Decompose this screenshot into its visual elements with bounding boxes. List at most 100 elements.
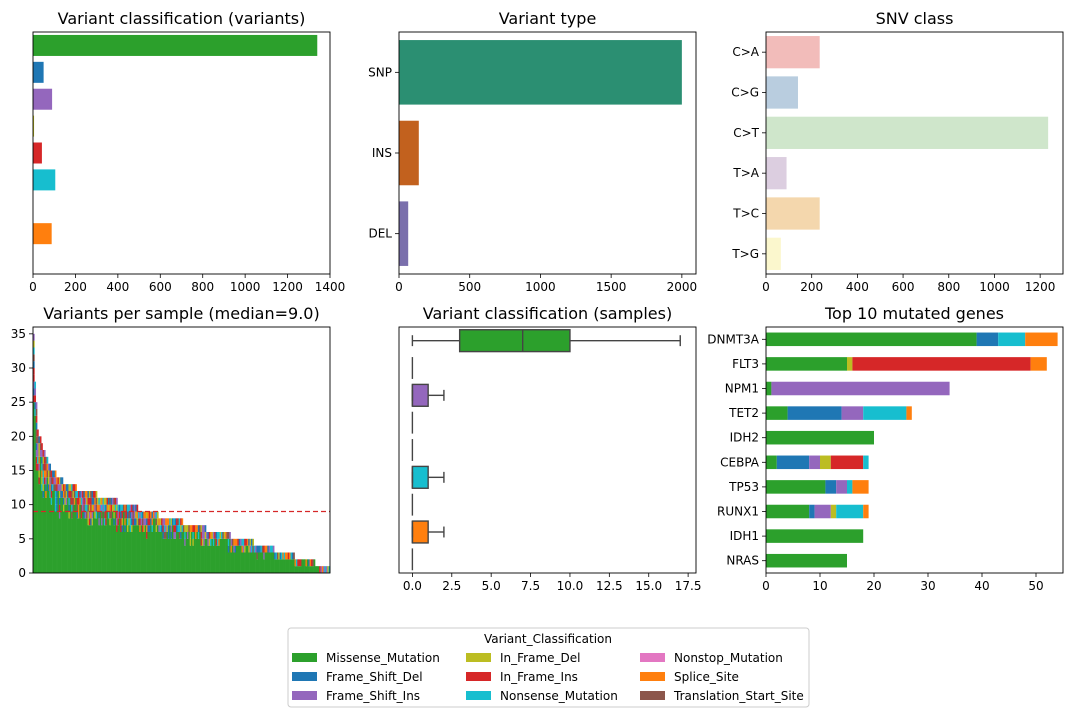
bar: [399, 201, 409, 266]
stack-segment: [72, 491, 75, 498]
stack-segment: [248, 552, 250, 573]
stack-segment: [150, 518, 152, 526]
stack-segment: [116, 504, 118, 512]
x-tick-label: 400: [106, 280, 129, 294]
stack-segment: [265, 552, 268, 573]
stack-segment: [43, 463, 46, 471]
stack-segment: [241, 552, 244, 573]
stack-segment: [184, 532, 186, 539]
stack-segment: [128, 504, 131, 512]
y-tick-label: 15: [11, 464, 26, 478]
bar-segment: [841, 406, 864, 420]
stack-segment: [92, 497, 95, 505]
stack-segment: [293, 552, 295, 560]
stack-segment: [166, 518, 169, 526]
legend-swatch: [640, 672, 665, 681]
stack-segment: [101, 525, 103, 573]
stack-segment: [97, 497, 99, 505]
stack-segment: [56, 497, 58, 505]
stack-segment: [163, 525, 166, 532]
stack-segment: [87, 497, 90, 505]
stack-segment: [211, 538, 214, 573]
stack-segment: [204, 532, 207, 539]
stack-segment: [227, 532, 230, 539]
stack-segment: [83, 497, 86, 505]
stack-segment: [49, 477, 52, 485]
stack-segment: [151, 518, 154, 526]
stack-segment: [185, 532, 188, 573]
stack-segment: [34, 381, 37, 389]
stack-segment: [207, 538, 210, 546]
bar-segment: [766, 357, 847, 371]
stack-segment: [167, 538, 170, 573]
x-tick-label: 15.0: [635, 579, 662, 593]
x-tick-label: 1200: [1025, 280, 1056, 294]
stack-segment: [124, 504, 126, 512]
stack-segment: [45, 477, 47, 485]
stack-segment: [49, 463, 52, 471]
stack-segment: [106, 497, 109, 505]
legend-label: Splice_Site: [674, 670, 739, 684]
stack-segment: [52, 484, 54, 491]
legend-swatch: [640, 653, 665, 662]
stack-segment: [249, 552, 252, 573]
stack-segment: [125, 504, 128, 512]
stack-segment: [219, 532, 222, 539]
stack-segment: [208, 545, 211, 573]
stack-segment: [90, 518, 92, 526]
bar-segment: [771, 381, 950, 396]
stack-segment: [121, 511, 124, 519]
stack-segment: [285, 559, 287, 573]
stack-segment: [42, 491, 45, 498]
stack-segment: [200, 545, 203, 573]
x-tick-label: 1200: [272, 280, 303, 294]
stack-segment: [327, 566, 329, 573]
stack-segment: [200, 525, 203, 532]
stack-segment: [320, 566, 323, 573]
stack-segment: [139, 532, 141, 573]
stack-segment: [219, 538, 222, 573]
stack-segment: [110, 504, 113, 512]
stack-segment: [212, 538, 215, 546]
stack-segment: [181, 532, 184, 573]
axes-frame: [32, 326, 331, 574]
bar: [33, 88, 53, 110]
stack-segment: [214, 532, 216, 539]
stack-segment: [82, 504, 84, 512]
bar-segment: [766, 381, 772, 396]
stack-segment: [151, 532, 154, 573]
stack-segment: [122, 504, 125, 512]
stack-segment: [87, 504, 90, 512]
stack-segment: [305, 559, 308, 567]
stack-segment: [116, 532, 118, 573]
stack-segment: [225, 532, 227, 539]
stack-segment: [271, 552, 274, 573]
stack-segment: [34, 395, 37, 403]
x-tick-label: 50: [1028, 579, 1043, 593]
stack-segment: [227, 538, 230, 546]
stack-segment: [45, 484, 47, 491]
stack-segment: [248, 545, 250, 553]
stack-segment: [120, 525, 122, 532]
stack-segment: [105, 525, 107, 573]
stack-segment: [152, 511, 155, 519]
stack-segment: [308, 566, 310, 573]
stack-segment: [146, 538, 148, 573]
legend-label: Nonstop_Mutation: [674, 651, 783, 665]
stack-segment: [278, 552, 280, 560]
stack-segment: [169, 518, 171, 526]
stack-segment: [137, 518, 140, 526]
stack-segment: [151, 525, 154, 532]
stack-segment: [141, 518, 144, 526]
bar-segment: [766, 529, 864, 543]
stack-segment: [58, 484, 61, 491]
stack-segment: [261, 552, 264, 573]
stack-segment: [148, 511, 151, 519]
stack-segment: [61, 484, 64, 491]
stack-segment: [80, 518, 83, 573]
stack-segment: [53, 470, 56, 478]
stack-segment: [113, 504, 116, 512]
stack-segment: [196, 525, 199, 532]
stack-segment: [212, 545, 215, 573]
stack-segment: [88, 497, 91, 505]
